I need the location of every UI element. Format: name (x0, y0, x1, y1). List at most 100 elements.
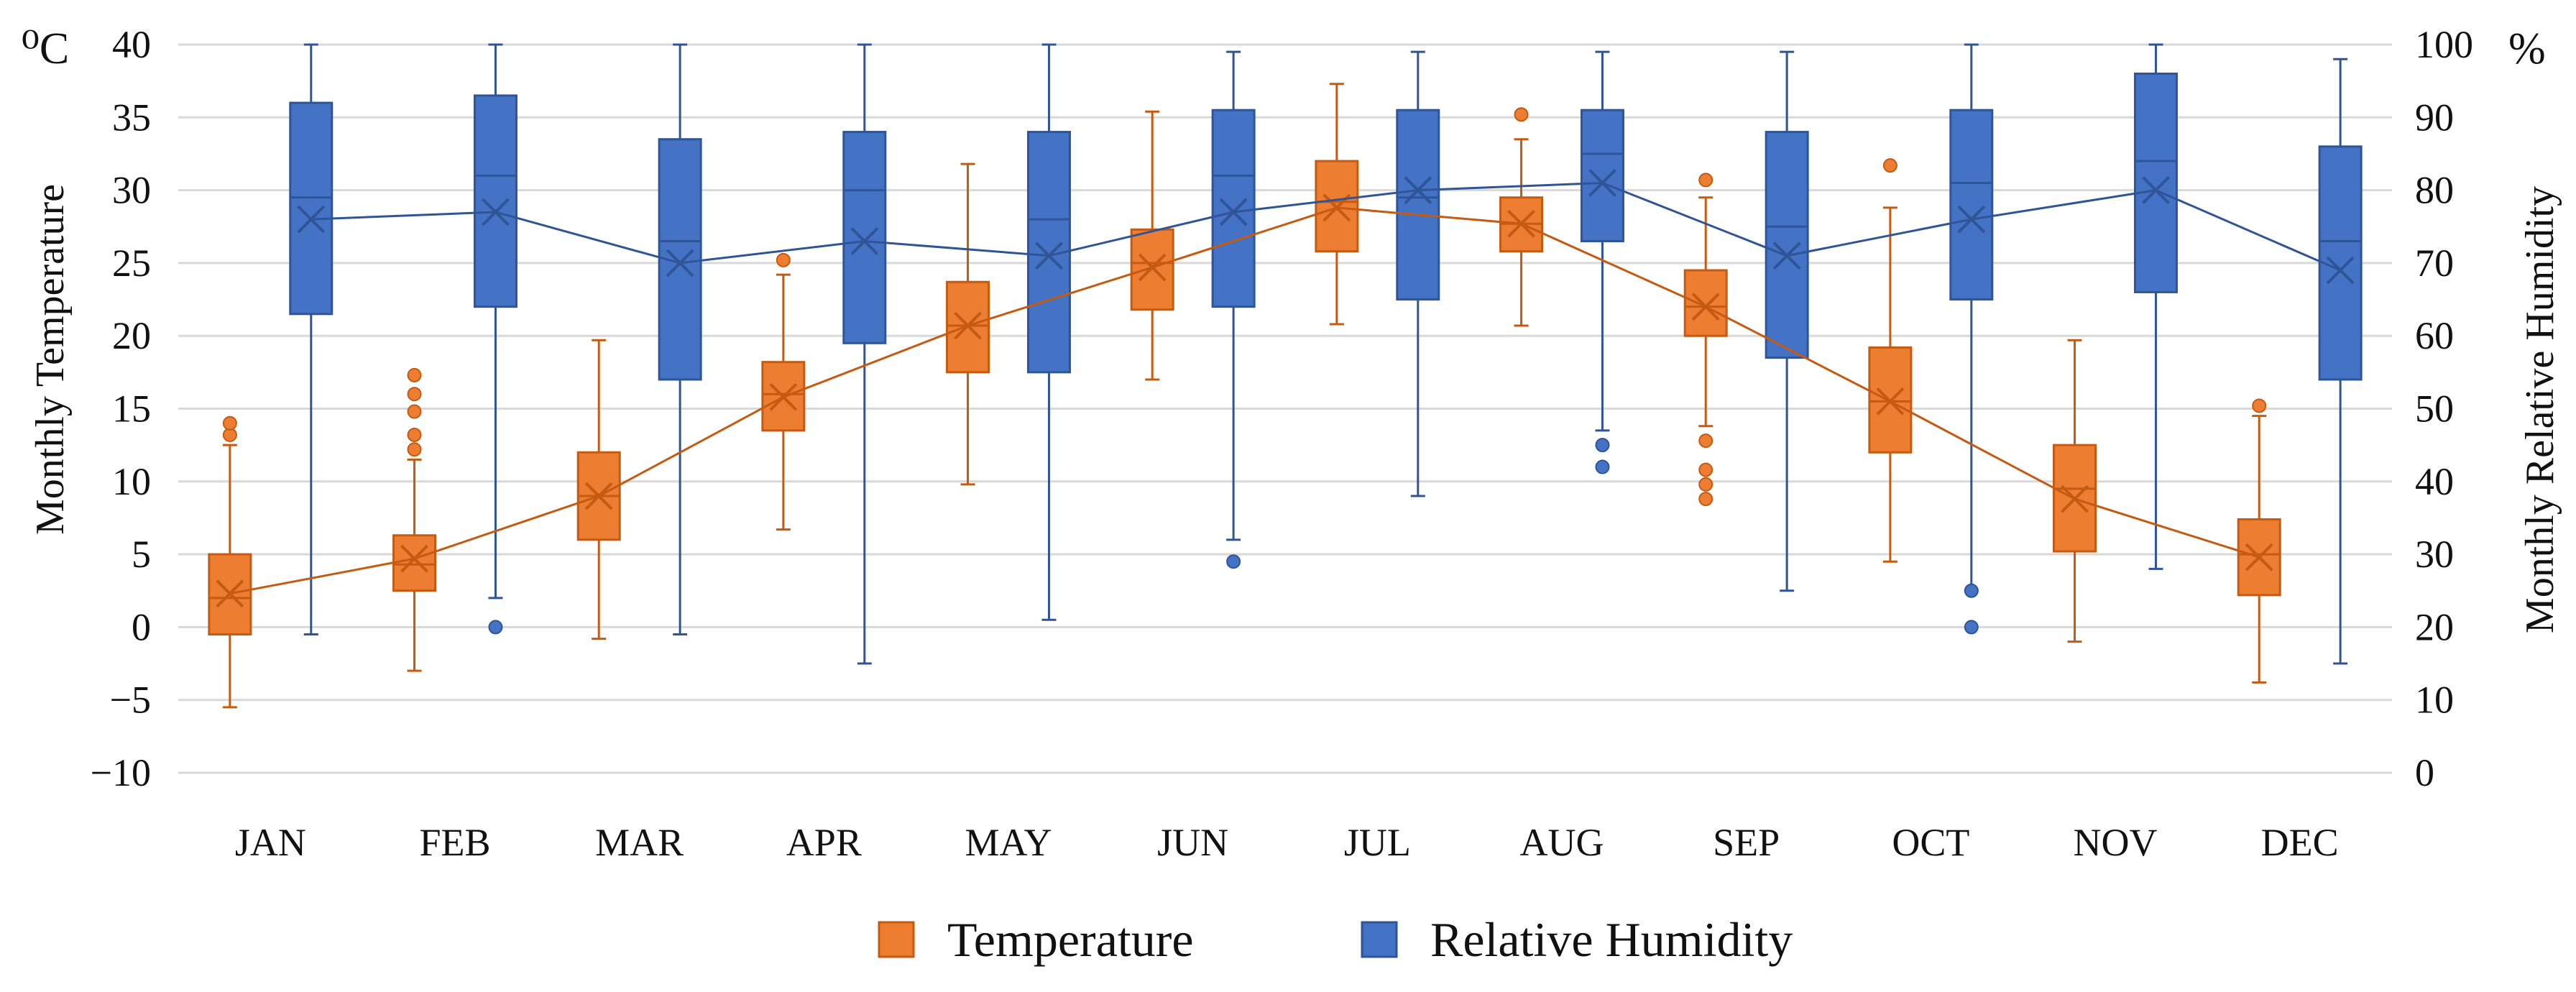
temperature-outlier-point (407, 367, 422, 382)
x-tick-label: NOV (2074, 821, 2158, 864)
humidity-box-group (289, 43, 334, 636)
x-tick-label: MAR (595, 821, 684, 864)
temperature-outlier-point (776, 252, 791, 267)
left-tick-label: 5 (132, 533, 151, 576)
temperature-outlier-point (222, 415, 237, 431)
right-tick-label: 70 (2415, 242, 2454, 285)
right-tick-label: 0 (2415, 751, 2434, 794)
tick-layer: −10 −5 0 5 10 15 20 25 30 35 40 0 10 20 30 40 50 60 70 80 90… (91, 23, 2473, 864)
humidity-box (1396, 109, 1440, 301)
humidity-box-group (842, 43, 887, 665)
humidity-box (2318, 145, 2363, 381)
temperature-box-group (1868, 158, 1913, 563)
left-tick-label: 10 (112, 460, 151, 503)
legend-label-relative-humidity: Relative Humidity (1430, 912, 1793, 967)
temperature-outlier-point (407, 404, 422, 419)
temperature-outlier-point (1698, 173, 1714, 188)
temperature-outlier-point (1698, 492, 1714, 507)
x-tick-label: JAN (235, 821, 306, 864)
temperature-box-group (1683, 173, 1728, 507)
humidity-outlier-point (1964, 583, 1979, 598)
humidity-box-group (473, 43, 518, 635)
temperature-box-group (946, 162, 990, 486)
temperature-outlier-point (407, 387, 422, 402)
right-tick-label: 30 (2415, 533, 2454, 576)
right-tick-label: 60 (2415, 314, 2454, 357)
left-tick-label: 0 (132, 605, 151, 648)
humidity-box (1211, 109, 1256, 308)
left-tick-label: −5 (110, 679, 151, 722)
temperature-box (1130, 228, 1174, 311)
humidity-outlier-point (488, 620, 503, 635)
right-axis-unit: % (2508, 24, 2546, 73)
right-tick-label: 20 (2415, 605, 2454, 648)
x-tick-label: SEP (1713, 821, 1780, 864)
temperature-box-group (208, 415, 252, 709)
humidity-box-group (1396, 50, 1440, 497)
temperature-outlier-point (1698, 433, 1714, 449)
mean-line-layer (229, 181, 2341, 595)
humidity-outlier-point (1226, 554, 1241, 569)
x-tick-label: JUN (1157, 821, 1228, 864)
left-tick-label: −10 (91, 751, 151, 794)
temperature-outlier-point (1514, 107, 1529, 122)
right-tick-label: 10 (2415, 679, 2454, 722)
x-tick-label: OCT (1892, 821, 1969, 864)
humidity-box (289, 101, 334, 316)
legend-label-temperature: Temperature (947, 912, 1194, 967)
right-axis-title: Monthly Relative Humidity (2518, 186, 2562, 633)
humidity-outlier-point (1595, 438, 1610, 453)
humidity-box (1765, 131, 1809, 359)
temperature-outlier-point (1882, 158, 1898, 173)
humidity-box-group (1949, 43, 1994, 635)
x-tick-label: DEC (2261, 821, 2339, 864)
right-tick-label: 90 (2415, 96, 2454, 139)
humidity-box (1580, 109, 1624, 243)
temperature-mean-line (229, 206, 2260, 595)
humidity-outlier-point (1595, 459, 1610, 474)
temperature-box-group (2237, 398, 2281, 684)
temperature-box-group (392, 367, 437, 672)
temperature-box (1683, 269, 1728, 337)
right-tick-label: 100 (2415, 23, 2473, 66)
temperature-outlier-point (407, 427, 422, 442)
humidity-box-group (2133, 43, 2178, 570)
left-tick-label: 30 (112, 169, 151, 212)
x-tick-label: APR (786, 821, 862, 864)
humidity-box-group (658, 43, 702, 636)
left-tick-label: 25 (112, 242, 151, 285)
temperature-box-group (1315, 83, 1359, 326)
left-tick-label: 20 (112, 314, 151, 357)
temperature-outlier-point (2252, 398, 2267, 413)
humidity-box-group (1765, 50, 1809, 592)
humidity-box (1949, 109, 1994, 301)
humidity-box (2133, 73, 2178, 293)
temperature-box-group (1130, 110, 1174, 381)
left-tick-label: 15 (112, 387, 151, 431)
left-axis-unit: ⁰C (22, 24, 69, 73)
grid-layer (178, 43, 2392, 774)
left-tick-label: 35 (112, 96, 151, 139)
legend-swatch-temperature (878, 921, 915, 958)
legend-swatch-relative-humidity (1361, 921, 1398, 958)
temperature-outlier-point (407, 442, 422, 457)
humidity-box-group (1211, 50, 1256, 569)
legend: Temperature Relative Humidity (878, 912, 1793, 967)
humidity-box (842, 131, 887, 344)
box-layer (208, 43, 2363, 709)
temperature-box-group (1499, 107, 1544, 327)
x-tick-label: JUL (1344, 821, 1411, 864)
humidity-box-group (2318, 58, 2363, 665)
temperature-box-group (576, 339, 621, 640)
x-tick-label: AUG (1520, 821, 1604, 864)
right-tick-label: 40 (2415, 460, 2454, 503)
humidity-box-group (1580, 50, 1624, 474)
x-tick-label: FEB (419, 821, 490, 864)
temperature-outlier-point (1698, 462, 1714, 477)
right-tick-label: 80 (2415, 169, 2454, 212)
temperature-outlier-point (1698, 477, 1714, 492)
left-axis-title: Monthly Temperature (28, 184, 73, 535)
humidity-box (473, 94, 518, 308)
